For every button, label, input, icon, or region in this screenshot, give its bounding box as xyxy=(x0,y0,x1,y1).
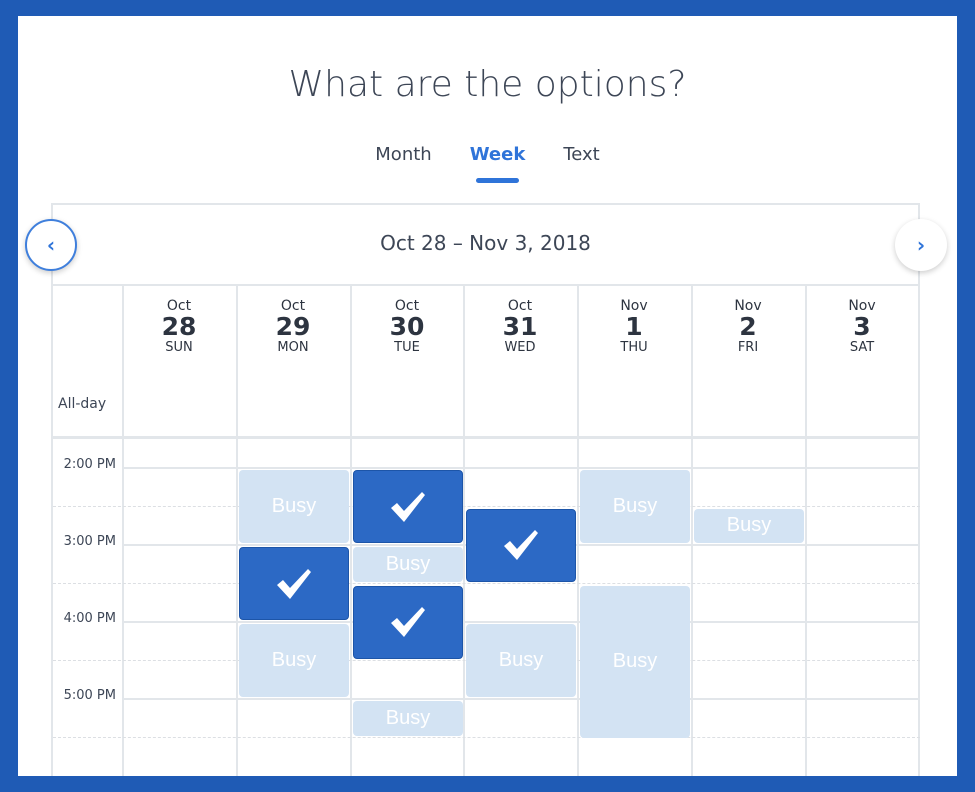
day-month: Nov xyxy=(848,298,876,314)
day-header: Oct 30 TUE xyxy=(350,298,464,355)
busy-slot[interactable]: Busy xyxy=(694,508,804,543)
day-header: Nov 1 THU xyxy=(577,298,691,355)
day-header: Oct 31 WED xyxy=(463,298,577,355)
day-header: Nov 2 FRI xyxy=(691,298,805,355)
date-range: Oct 28 – Nov 3, 2018 xyxy=(380,231,591,255)
tab-text[interactable]: Text xyxy=(563,144,600,165)
day-month: Oct xyxy=(280,298,306,314)
tab-week[interactable]: Week xyxy=(469,144,526,183)
day-header: Oct 28 SUN xyxy=(122,298,236,355)
tab-month[interactable]: Month xyxy=(375,144,432,165)
time-label: 4:00 PM xyxy=(63,611,116,626)
day-day: 29 xyxy=(275,312,311,341)
selected-slot[interactable] xyxy=(239,547,349,620)
busy-slot[interactable]: Busy xyxy=(353,547,463,582)
day-weekday: WED xyxy=(504,340,536,355)
day-month: Nov xyxy=(620,298,648,314)
prev-week-button[interactable]: ‹ xyxy=(25,219,77,271)
busy-slot[interactable]: Busy xyxy=(466,624,576,697)
hour-line xyxy=(122,621,920,623)
half-hour-line xyxy=(53,505,920,507)
day-day: 28 xyxy=(161,312,197,341)
view-tabs: Month Week Text xyxy=(18,144,957,183)
day-month: Oct xyxy=(394,298,420,314)
checkmark-icon xyxy=(277,568,311,599)
selected-slot[interactable] xyxy=(353,585,463,659)
header-divider xyxy=(53,284,920,286)
half-hour-line xyxy=(53,736,920,738)
day-weekday: MON xyxy=(277,340,309,355)
column-divider xyxy=(350,284,352,776)
day-weekday: THU xyxy=(620,340,648,355)
day-weekday: TUE xyxy=(394,340,420,355)
calendar-frame: Oct 28 – Nov 3, 2018 xyxy=(51,203,920,776)
time-label: 5:00 PM xyxy=(63,688,116,703)
next-week-button[interactable]: › xyxy=(895,219,947,271)
column-divider xyxy=(236,284,238,776)
day-month: Oct xyxy=(507,298,533,314)
checkmark-icon xyxy=(391,607,425,637)
day-header: Nov 3 SAT xyxy=(805,298,919,355)
day-day: 31 xyxy=(502,312,538,341)
day-weekday: FRI xyxy=(737,340,759,355)
busy-slot[interactable]: Busy xyxy=(239,624,349,697)
day-month: Oct xyxy=(166,298,192,314)
day-header: Oct 29 MON xyxy=(236,298,350,355)
day-weekday: SAT xyxy=(849,340,875,355)
half-hour-line xyxy=(53,582,920,584)
column-divider xyxy=(691,284,693,776)
column-divider xyxy=(122,284,124,776)
checkmark-icon xyxy=(391,491,425,522)
day-month: Nov xyxy=(734,298,762,314)
day-day: 30 xyxy=(389,312,425,341)
selected-slot[interactable] xyxy=(466,508,576,582)
chevron-right-icon: › xyxy=(916,233,926,257)
column-divider xyxy=(805,284,807,776)
time-label: 2:00 PM xyxy=(63,457,116,472)
day-day: 2 xyxy=(739,312,757,341)
time-label: 3:00 PM xyxy=(63,534,116,549)
busy-slot[interactable]: Busy xyxy=(239,470,349,543)
page-title: What are the options? xyxy=(288,64,687,105)
busy-slot[interactable]: Busy xyxy=(580,470,690,543)
day-weekday: SUN xyxy=(165,340,193,355)
day-day: 1 xyxy=(625,312,643,341)
allday-divider xyxy=(53,436,920,439)
all-day-label: All-day xyxy=(58,396,107,412)
busy-slot[interactable]: Busy xyxy=(580,585,690,738)
checkmark-icon xyxy=(504,530,538,560)
hour-line xyxy=(122,467,920,469)
busy-slot[interactable]: Busy xyxy=(353,701,463,736)
selected-slot[interactable] xyxy=(353,470,463,543)
chevron-left-icon: ‹ xyxy=(46,233,56,257)
column-divider xyxy=(577,284,579,776)
panel: What are the options? Month Week Text Oc… xyxy=(18,16,957,776)
column-divider xyxy=(463,284,465,776)
hour-line xyxy=(122,698,920,700)
day-day: 3 xyxy=(853,312,871,341)
